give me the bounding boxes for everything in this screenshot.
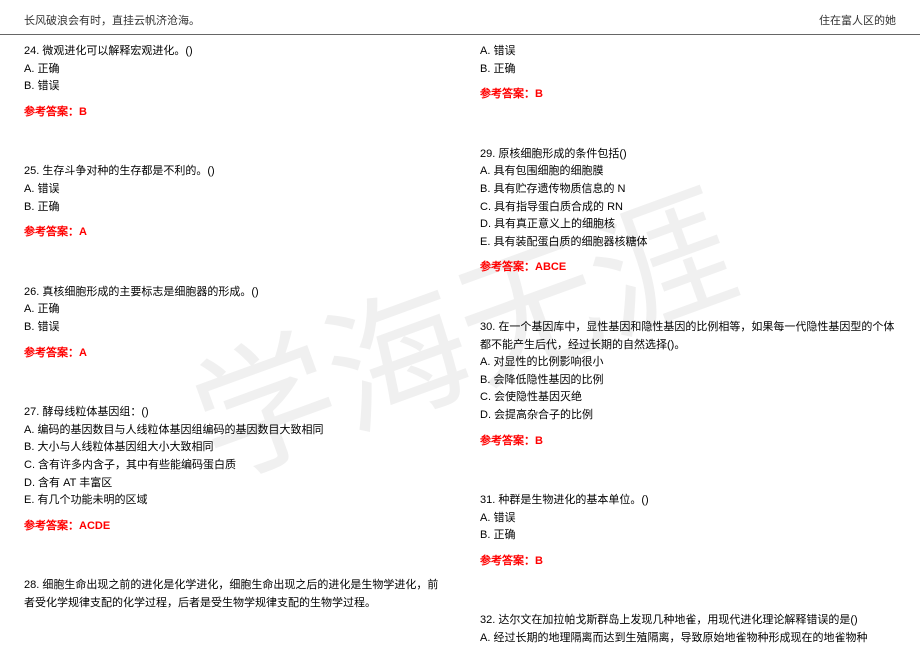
option: E. 具有装配蛋白质的细胞器核糖体 <box>480 234 896 252</box>
option: B. 会降低隐性基因的比例 <box>480 372 896 390</box>
page-header: 长风破浪会有时，直挂云帆济沧海。 住在富人区的她 <box>0 0 920 35</box>
option: D. 含有 AT 丰富区 <box>24 475 440 493</box>
question-30: 30. 在一个基因库中，显性基因和隐性基因的比例相等，如果每一代隐性基因型的个体… <box>480 319 896 450</box>
answer-line: 参考答案：ABCE <box>480 259 896 277</box>
question-text: 28. 细胞生命出现之前的进化是化学进化，细胞生命出现之后的进化是生物学进化，前… <box>24 577 440 612</box>
answer-line: 参考答案：B <box>480 86 896 104</box>
question-text: 31. 种群是生物进化的基本单位。() <box>480 492 896 510</box>
option: A. 错误 <box>480 43 896 61</box>
question-29: 29. 原核细胞形成的条件包括() A. 具有包围细胞的细胞膜 B. 具有贮存遗… <box>480 146 896 277</box>
option: E. 有几个功能未明的区域 <box>24 492 440 510</box>
option: B. 具有贮存遗传物质信息的 N <box>480 181 896 199</box>
answer-value: A <box>79 347 87 359</box>
answer-value: ACDE <box>79 520 110 532</box>
question-text: 25. 生存斗争对种的生存都是不利的。() <box>24 163 440 181</box>
option: A. 经过长期的地理隔离而达到生殖隔离，导致原始地雀物种形成现在的地雀物种 <box>480 630 896 648</box>
answer-value: B <box>79 106 87 118</box>
option: B. 正确 <box>480 61 896 79</box>
option: C. 含有许多内含子，其中有些能编码蛋白质 <box>24 457 440 475</box>
question-26: 26. 真核细胞形成的主要标志是细胞器的形成。() A. 正确 B. 错误 参考… <box>24 284 440 362</box>
question-text: 29. 原核细胞形成的条件包括() <box>480 146 896 164</box>
option: C. 会使隐性基因灭绝 <box>480 389 896 407</box>
option: A. 错误 <box>24 181 440 199</box>
question-24: 24. 微观进化可以解释宏观进化。() A. 正确 B. 错误 参考答案：B <box>24 43 440 121</box>
option: A. 正确 <box>24 301 440 319</box>
answer-label: 参考答案： <box>480 435 535 447</box>
option: B. 错误 <box>24 78 440 96</box>
option: A. 正确 <box>24 61 440 79</box>
answer-label: 参考答案： <box>24 347 79 359</box>
answer-value: ABCE <box>535 261 566 273</box>
option: B. 大小与人线粒体基因组大小大致相同 <box>24 439 440 457</box>
answer-value: A <box>79 226 87 238</box>
question-27: 27. 酵母线粒体基因组：() A. 编码的基因数目与人线粒体基因组编码的基因数… <box>24 404 440 535</box>
answer-label: 参考答案： <box>480 555 535 567</box>
header-quote-left: 长风破浪会有时，直挂云帆济沧海。 <box>24 12 200 28</box>
answer-line: 参考答案：ACDE <box>24 518 440 536</box>
option: A. 编码的基因数目与人线粒体基因组编码的基因数目大致相同 <box>24 422 440 440</box>
question-top-continued: A. 错误 B. 正确 参考答案：B <box>480 43 896 104</box>
answer-label: 参考答案： <box>24 106 79 118</box>
option: B. 正确 <box>24 199 440 217</box>
answer-label: 参考答案： <box>24 226 79 238</box>
content-area: 24. 微观进化可以解释宏观进化。() A. 正确 B. 错误 参考答案：B 2… <box>0 35 920 648</box>
question-text: 26. 真核细胞形成的主要标志是细胞器的形成。() <box>24 284 440 302</box>
option: B. 错误 <box>24 319 440 337</box>
answer-label: 参考答案： <box>24 520 79 532</box>
question-25: 25. 生存斗争对种的生存都是不利的。() A. 错误 B. 正确 参考答案：A <box>24 163 440 241</box>
answer-label: 参考答案： <box>480 88 535 100</box>
right-column: A. 错误 B. 正确 参考答案：B 29. 原核细胞形成的条件包括() A. … <box>480 43 896 648</box>
question-text: 27. 酵母线粒体基因组：() <box>24 404 440 422</box>
option: C. 具有指导蛋白质合成的 RN <box>480 199 896 217</box>
answer-value: B <box>535 555 543 567</box>
answer-line: 参考答案：B <box>480 433 896 451</box>
question-text: 24. 微观进化可以解释宏观进化。() <box>24 43 440 61</box>
answer-line: 参考答案：A <box>24 224 440 242</box>
option: D. 会提高杂合子的比例 <box>480 407 896 425</box>
option: A. 具有包围细胞的细胞膜 <box>480 163 896 181</box>
answer-value: B <box>535 435 543 447</box>
option: A. 对显性的比例影响很小 <box>480 354 896 372</box>
answer-line: 参考答案：B <box>480 553 896 571</box>
option: B. 正确 <box>480 527 896 545</box>
option: D. 具有真正意义上的细胞核 <box>480 216 896 234</box>
question-text: 30. 在一个基因库中，显性基因和隐性基因的比例相等，如果每一代隐性基因型的个体… <box>480 319 896 354</box>
answer-line: 参考答案：A <box>24 345 440 363</box>
option: A. 错误 <box>480 510 896 528</box>
header-text-right: 住在富人区的她 <box>819 12 896 28</box>
question-28: 28. 细胞生命出现之前的进化是化学进化，细胞生命出现之后的进化是生物学进化，前… <box>24 577 440 612</box>
question-32: 32. 达尔文在加拉帕戈斯群岛上发现几种地雀，用现代进化理论解释错误的是() A… <box>480 612 896 647</box>
question-text: 32. 达尔文在加拉帕戈斯群岛上发现几种地雀，用现代进化理论解释错误的是() <box>480 612 896 630</box>
question-31: 31. 种群是生物进化的基本单位。() A. 错误 B. 正确 参考答案：B <box>480 492 896 570</box>
answer-value: B <box>535 88 543 100</box>
answer-line: 参考答案：B <box>24 104 440 122</box>
answer-label: 参考答案： <box>480 261 535 273</box>
left-column: 24. 微观进化可以解释宏观进化。() A. 正确 B. 错误 参考答案：B 2… <box>24 43 440 648</box>
